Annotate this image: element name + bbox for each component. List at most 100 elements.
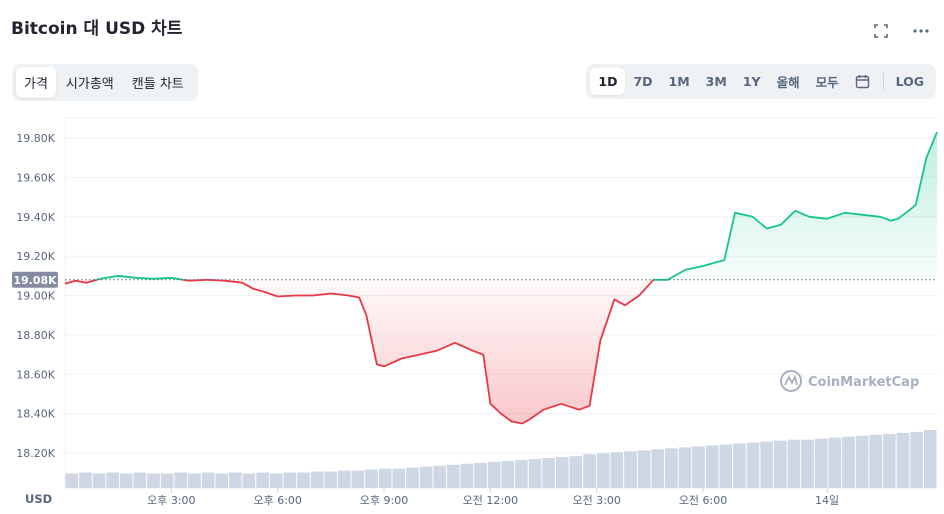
- expand-icon[interactable]: [872, 22, 890, 40]
- volume-bar: [855, 435, 869, 488]
- volume-bar: [705, 445, 719, 488]
- volume-bar: [447, 464, 460, 488]
- volume-bar: [665, 448, 678, 488]
- tab-market-cap[interactable]: 시가총액: [65, 77, 114, 92]
- volume-bar: [188, 473, 201, 488]
- chart-title: Bitcoin 대 USD 차트: [11, 19, 183, 39]
- y-tick-label: 18.20K: [16, 447, 55, 460]
- y-tick-label: 19.80K: [16, 132, 55, 145]
- range-all[interactable]: 모두: [815, 75, 839, 90]
- y-tick-label: 18.60K: [16, 368, 55, 381]
- volume-bar: [624, 451, 637, 488]
- baseline-line: 19.08K: [12, 271, 937, 288]
- volume-bar: [351, 470, 365, 488]
- volume-bar: [92, 473, 106, 488]
- volume-bar: [528, 459, 542, 488]
- price-lines: [64, 131, 938, 425]
- volume-bar: [910, 431, 923, 488]
- volume-bar: [106, 472, 119, 488]
- volume-bar: [215, 473, 228, 488]
- more-horizontal-icon[interactable]: [912, 22, 930, 40]
- x-tick-label: 오후 6:00: [253, 494, 301, 507]
- volume-bar: [923, 430, 937, 488]
- volume-bar: [596, 453, 610, 488]
- log-scale-toggle[interactable]: LOG: [895, 74, 924, 89]
- volume-bar: [65, 473, 79, 488]
- calendar-icon[interactable]: [847, 68, 879, 96]
- volume-bar: [515, 459, 528, 488]
- volume-bar: [828, 437, 842, 488]
- volume-bar: [719, 444, 733, 488]
- header-actions: [872, 22, 930, 40]
- volume-bar: [419, 466, 433, 488]
- volume-bar: [229, 472, 242, 488]
- range-1y[interactable]: 1Y: [742, 74, 761, 89]
- volume-bar: [365, 469, 378, 488]
- x-tick-label: 오후 3:00: [147, 494, 195, 507]
- volume-bar: [120, 473, 133, 488]
- y-tick-label: 18.80K: [16, 329, 55, 342]
- volume-bar: [801, 439, 814, 488]
- volume-bar: [569, 456, 583, 488]
- volume-bar: [814, 438, 828, 488]
- volume-bar: [297, 472, 310, 488]
- area-up: [653, 132, 937, 280]
- volume-bar: [774, 440, 787, 488]
- coinmarketcap-logo-icon: [780, 370, 802, 392]
- volume-bar: [583, 454, 596, 488]
- volume-bar: [474, 462, 487, 488]
- chart-type-tabs: 가격 시가총액 캔들 차트: [12, 64, 198, 101]
- volume-bar: [310, 471, 324, 488]
- price-line-up: [653, 131, 938, 281]
- range-divider: [882, 72, 884, 91]
- price-line-up: [96, 274, 184, 281]
- tab-candle-chart[interactable]: 캔들 차트: [131, 77, 184, 92]
- volume-bar: [746, 442, 760, 488]
- volume-bar: [760, 441, 773, 488]
- volume-bar: [610, 452, 624, 488]
- y-tick-label: 19.60K: [16, 171, 55, 184]
- volume-bar: [542, 458, 555, 488]
- y-tick-label: 18.40K: [16, 408, 55, 421]
- volume-bar: [133, 472, 147, 488]
- x-tick-label: 오후 9:00: [360, 494, 408, 507]
- range-1m[interactable]: 1M: [668, 74, 690, 89]
- volume-bar: [338, 470, 351, 488]
- volume-bar: [147, 473, 160, 488]
- volume-bar: [678, 447, 692, 488]
- range-1d[interactable]: 1D: [590, 68, 626, 95]
- price-line-down: [64, 278, 98, 285]
- volume-bar: [79, 472, 92, 488]
- volume-bar: [787, 439, 801, 488]
- price-line-down: [183, 278, 207, 282]
- volume-bar: [733, 443, 746, 488]
- volume-bar: [556, 457, 569, 488]
- volume-bar: [869, 434, 882, 488]
- volume-bars: [65, 430, 937, 488]
- tab-price[interactable]: 가격: [16, 67, 56, 98]
- volume-bar: [378, 468, 392, 488]
- volume-bar: [692, 446, 705, 488]
- y-tick-label: 19.20K: [16, 250, 55, 263]
- y-tick-label: 19.40K: [16, 211, 55, 224]
- range-7d[interactable]: 7D: [633, 74, 653, 89]
- volume-bar: [256, 472, 269, 488]
- baseline-badge: [12, 271, 58, 288]
- volume-bar: [433, 465, 446, 488]
- volume-bar: [406, 467, 419, 488]
- volume-bar: [174, 472, 188, 488]
- volume-bar: [896, 432, 910, 488]
- volume-bar: [460, 463, 474, 488]
- volume-bar: [637, 450, 651, 488]
- y-tick-label: 19.00K: [16, 290, 55, 303]
- watermark: CoinMarketCap: [780, 370, 919, 392]
- range-3m[interactable]: 3M: [705, 74, 727, 89]
- volume-bar: [201, 472, 215, 488]
- volume-bar: [269, 473, 283, 488]
- unit-label: USD: [25, 492, 52, 506]
- time-range-selector: 1D 7D 1M 3M 1Y 올해 모두 LOG: [586, 64, 936, 99]
- x-tick-label: 오전 12:00: [463, 494, 518, 507]
- volume-bar: [651, 449, 664, 488]
- range-ytd[interactable]: 올해: [776, 75, 800, 90]
